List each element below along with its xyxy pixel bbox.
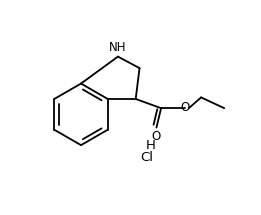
Text: NH: NH	[109, 41, 127, 54]
Text: Cl: Cl	[141, 151, 154, 164]
Text: O: O	[180, 101, 189, 114]
Text: H: H	[146, 139, 156, 152]
Text: O: O	[152, 130, 161, 143]
